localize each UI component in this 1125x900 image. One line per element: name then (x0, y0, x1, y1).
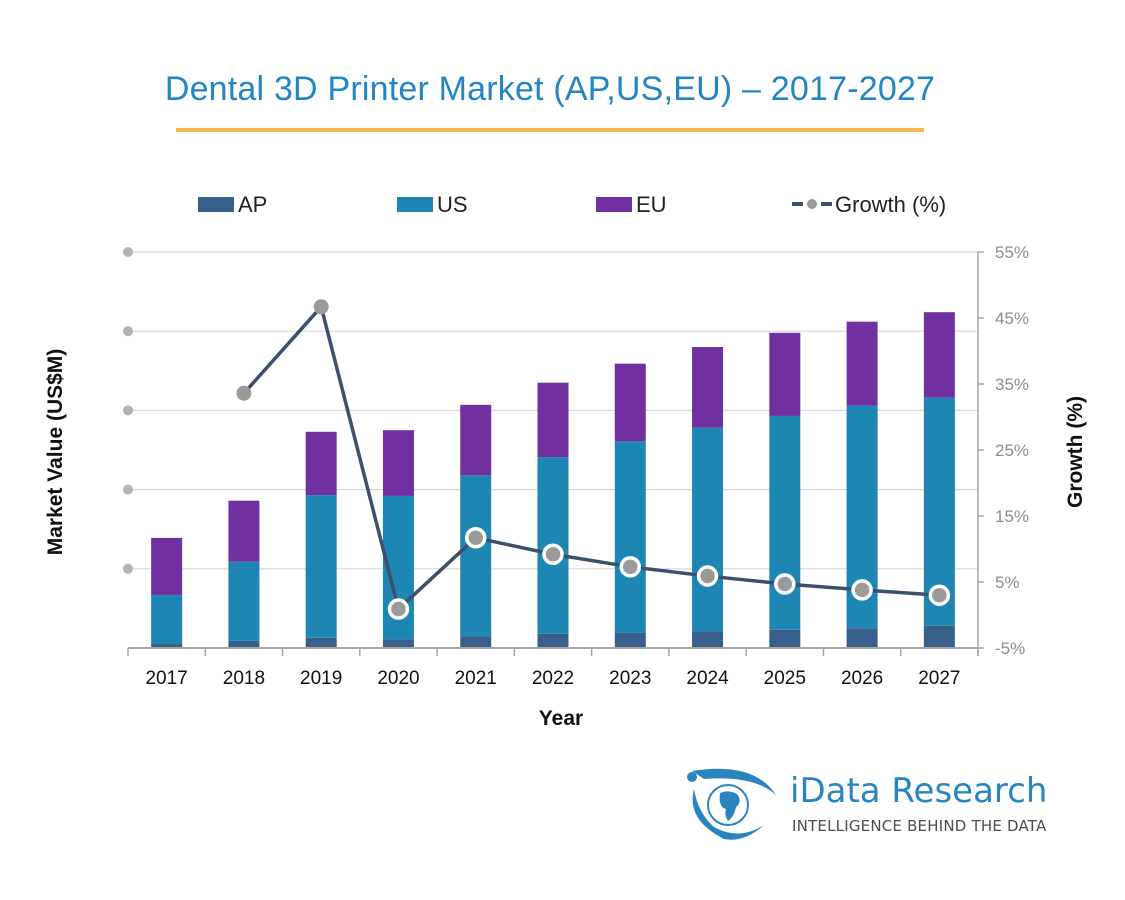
bar-eu-2024 (692, 347, 724, 428)
bar-us-2021 (460, 475, 492, 637)
y-axis-label: Market Value (US$M) (44, 349, 67, 556)
bar-us-2023 (614, 441, 646, 633)
bar-ap-2024 (692, 631, 724, 648)
growth-point-2026 (851, 579, 873, 601)
bar-eu-2018 (228, 500, 260, 562)
idata-research-logo: iData Research INTELLIGENCE BEHIND THE D… (684, 765, 1064, 845)
legend-swatch-ap (198, 197, 234, 212)
bar-ap-2026 (846, 628, 878, 648)
y2-tick-label: 25% (995, 441, 1029, 460)
bar-ap-2027 (923, 625, 955, 648)
x-tick-labels: 2017 2018 2019 2020 2021 2022 2023 2024 2025 2026… (145, 668, 960, 689)
x-tick-label: 2026 (841, 668, 883, 689)
x-tick-label: 2019 (300, 668, 342, 689)
x-tick-label: 2020 (377, 668, 419, 689)
legend-label-growth: Growth (%) (835, 192, 946, 217)
y2-tick-label: 5% (995, 573, 1020, 592)
title-underline (176, 128, 924, 132)
growth-point-2027 (928, 584, 951, 606)
x-tick-label: 2023 (609, 668, 651, 689)
left-axis-dots (123, 247, 133, 574)
y2-tick-label: 15% (995, 507, 1029, 526)
growth-line-segment (397, 536, 477, 611)
bar-eu-2019 (305, 431, 337, 496)
y2-tick-label: 45% (995, 309, 1029, 328)
y-axis-tick-dot (123, 405, 133, 416)
x-tick-label: 2017 (145, 668, 187, 689)
bar-ap-2019 (305, 637, 337, 648)
growth-point-2023 (619, 556, 642, 578)
legend: AP US EU Growth (%) (198, 192, 946, 217)
legend-label-eu: EU (636, 192, 667, 217)
bar-eu-2021 (460, 404, 492, 476)
growth-line-segment (242, 305, 323, 395)
y2-tick-labels: -5% 5% 15% 25% 35% 45% 55% (995, 243, 1029, 658)
y2-tick-label: 35% (995, 375, 1029, 394)
bar-eu-2025 (769, 332, 801, 416)
growth-point-2020 (387, 598, 410, 620)
legend-swatch-us (397, 197, 433, 212)
growth-point-2025 (774, 573, 796, 595)
bar-ap-2018 (228, 640, 260, 648)
growth-point-2018 (236, 385, 252, 401)
bar-eu-2022 (537, 382, 569, 458)
bar-ap-2022 (537, 633, 569, 648)
growth-line-segment (784, 582, 863, 592)
growth-point-2024 (696, 565, 719, 587)
bar-us-2025 (769, 415, 801, 630)
x-tick-label: 2018 (223, 668, 265, 689)
bar-eu-2023 (614, 363, 646, 442)
logo-name: iData Research (790, 771, 1048, 811)
globe-swoosh-icon (687, 768, 776, 840)
x-tick-label: 2022 (532, 668, 574, 689)
legend-swatch-eu (596, 197, 632, 212)
y2-axis-label: Growth (%) (1064, 396, 1087, 508)
growth-point-2021 (464, 527, 487, 549)
bar-ap-2017 (151, 644, 183, 648)
legend-marker-growth (807, 199, 817, 209)
bar-us-2024 (692, 427, 724, 632)
bar-eu-2026 (846, 321, 878, 406)
growth-line-segment (319, 306, 401, 610)
bar-us-2018 (228, 561, 260, 641)
y-axis-tick-dot (123, 247, 133, 257)
growth-series (236, 299, 951, 620)
y2-tick-label: -5% (995, 639, 1025, 658)
growth-line-segment (630, 565, 708, 578)
growth-point-2019 (313, 299, 329, 315)
growth-line-segment (861, 588, 940, 597)
bar-eu-2027 (923, 312, 955, 398)
bar-us-2019 (305, 495, 337, 638)
bar-ap-2020 (382, 639, 414, 648)
y2-tick-label: 55% (995, 243, 1029, 262)
axes (127, 251, 984, 656)
legend-label-ap: AP (238, 192, 267, 217)
legend-label-us: US (437, 192, 468, 217)
growth-line-segment (707, 574, 785, 586)
x-tick-label: 2024 (686, 668, 729, 689)
y-axis-tick-dot (123, 326, 133, 337)
bar-eu-2017 (151, 537, 183, 595)
growth-point-2022 (542, 543, 564, 566)
growth-line-segment (552, 552, 631, 569)
bar-us-2017 (151, 594, 183, 645)
x-tick-label: 2027 (918, 668, 960, 689)
x-tick-label: 2021 (455, 668, 497, 689)
x-tick-label: 2025 (764, 668, 806, 689)
growth-line-segment (475, 536, 554, 556)
logo-tagline: INTELLIGENCE BEHIND THE DATA (792, 817, 1047, 835)
chart-title: Dental 3D Printer Market (AP,US,EU) – 20… (164, 70, 936, 108)
y-axis-tick-dot (123, 563, 133, 574)
x-axis-label: Year (539, 707, 583, 730)
bar-ap-2023 (614, 632, 646, 648)
bar-eu-2020 (382, 430, 414, 496)
y-axis-tick-dot (123, 484, 133, 495)
bar-ap-2021 (460, 636, 492, 648)
bar-ap-2025 (769, 629, 801, 648)
